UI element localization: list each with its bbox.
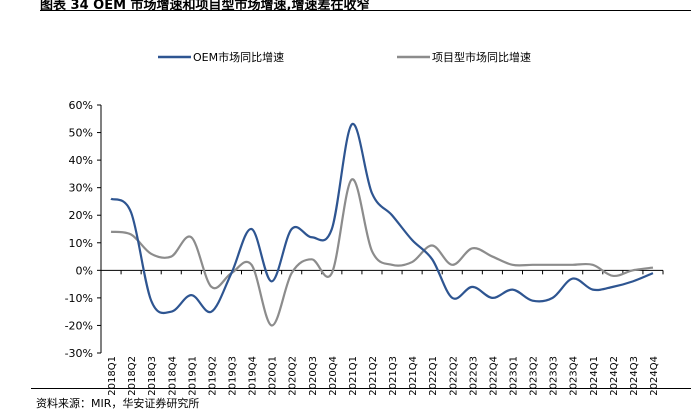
x-tick-label: 2019Q1 <box>187 356 198 396</box>
y-tick-label: 0% <box>76 264 93 277</box>
y-tick-label: 20% <box>69 209 93 222</box>
x-tick-label: 2024Q3 <box>629 356 640 396</box>
x-tick-label: 2022Q1 <box>428 356 439 396</box>
y-tick-label: 30% <box>69 182 93 195</box>
x-tick-label: 2022Q2 <box>448 356 459 396</box>
y-tick-label: 40% <box>69 154 93 167</box>
x-tick-label: 2019Q2 <box>207 356 218 396</box>
x-tick-label: 2019Q4 <box>248 356 259 396</box>
legend-label-project: 项目型市场同比增速 <box>432 50 531 64</box>
x-tick-label: 2024Q4 <box>649 356 660 396</box>
title-rule <box>40 10 691 11</box>
x-tick-label: 2021Q1 <box>348 356 359 396</box>
x-tick-label: 2018Q1 <box>107 356 118 396</box>
x-tick-label: 2021Q3 <box>388 356 399 396</box>
x-tick-label: 2023Q1 <box>508 356 519 396</box>
x-tick-label: 2021Q2 <box>368 356 379 396</box>
series-line-oem <box>110 123 654 315</box>
x-tick-label: 2023Q4 <box>569 356 580 396</box>
source-note: 资料来源：MIR，华安证券研究所 <box>36 397 200 410</box>
x-tick-label: 2020Q3 <box>308 356 319 396</box>
y-tick-label: -20% <box>65 319 93 332</box>
x-tick-label: 2023Q3 <box>549 356 560 396</box>
x-tick-label: 2022Q4 <box>488 356 499 396</box>
x-tick-label: 2018Q3 <box>147 356 158 396</box>
y-tick-label: 10% <box>69 237 93 250</box>
x-tick-label: 2018Q2 <box>127 356 138 396</box>
y-tick-label: -10% <box>65 292 93 305</box>
y-tick-label: 60% <box>69 99 93 112</box>
x-tick-label: 2024Q2 <box>609 356 620 396</box>
series-line-project <box>110 178 654 327</box>
x-tick-label: 2022Q3 <box>468 356 479 396</box>
legend-label-oem: OEM市场同比增速 <box>193 50 284 64</box>
figure-title: 图表 34 OEM 市场增速和项目型市场增速,增速差在收窄 <box>40 0 370 13</box>
x-tick-label: 2020Q4 <box>328 356 339 396</box>
x-tick-label: 2020Q2 <box>288 356 299 396</box>
y-tick-label: -30% <box>65 347 93 360</box>
y-tick-label: 50% <box>69 127 93 140</box>
x-tick-label: 2020Q1 <box>268 356 279 396</box>
x-tick-label: 2021Q4 <box>408 356 419 396</box>
x-tick-label: 2024Q1 <box>589 356 600 396</box>
x-tick-label: 2019Q3 <box>227 356 238 396</box>
x-tick-label: 2023Q2 <box>529 356 540 396</box>
x-tick-label: 2018Q4 <box>167 356 178 396</box>
source-rule <box>31 388 691 389</box>
